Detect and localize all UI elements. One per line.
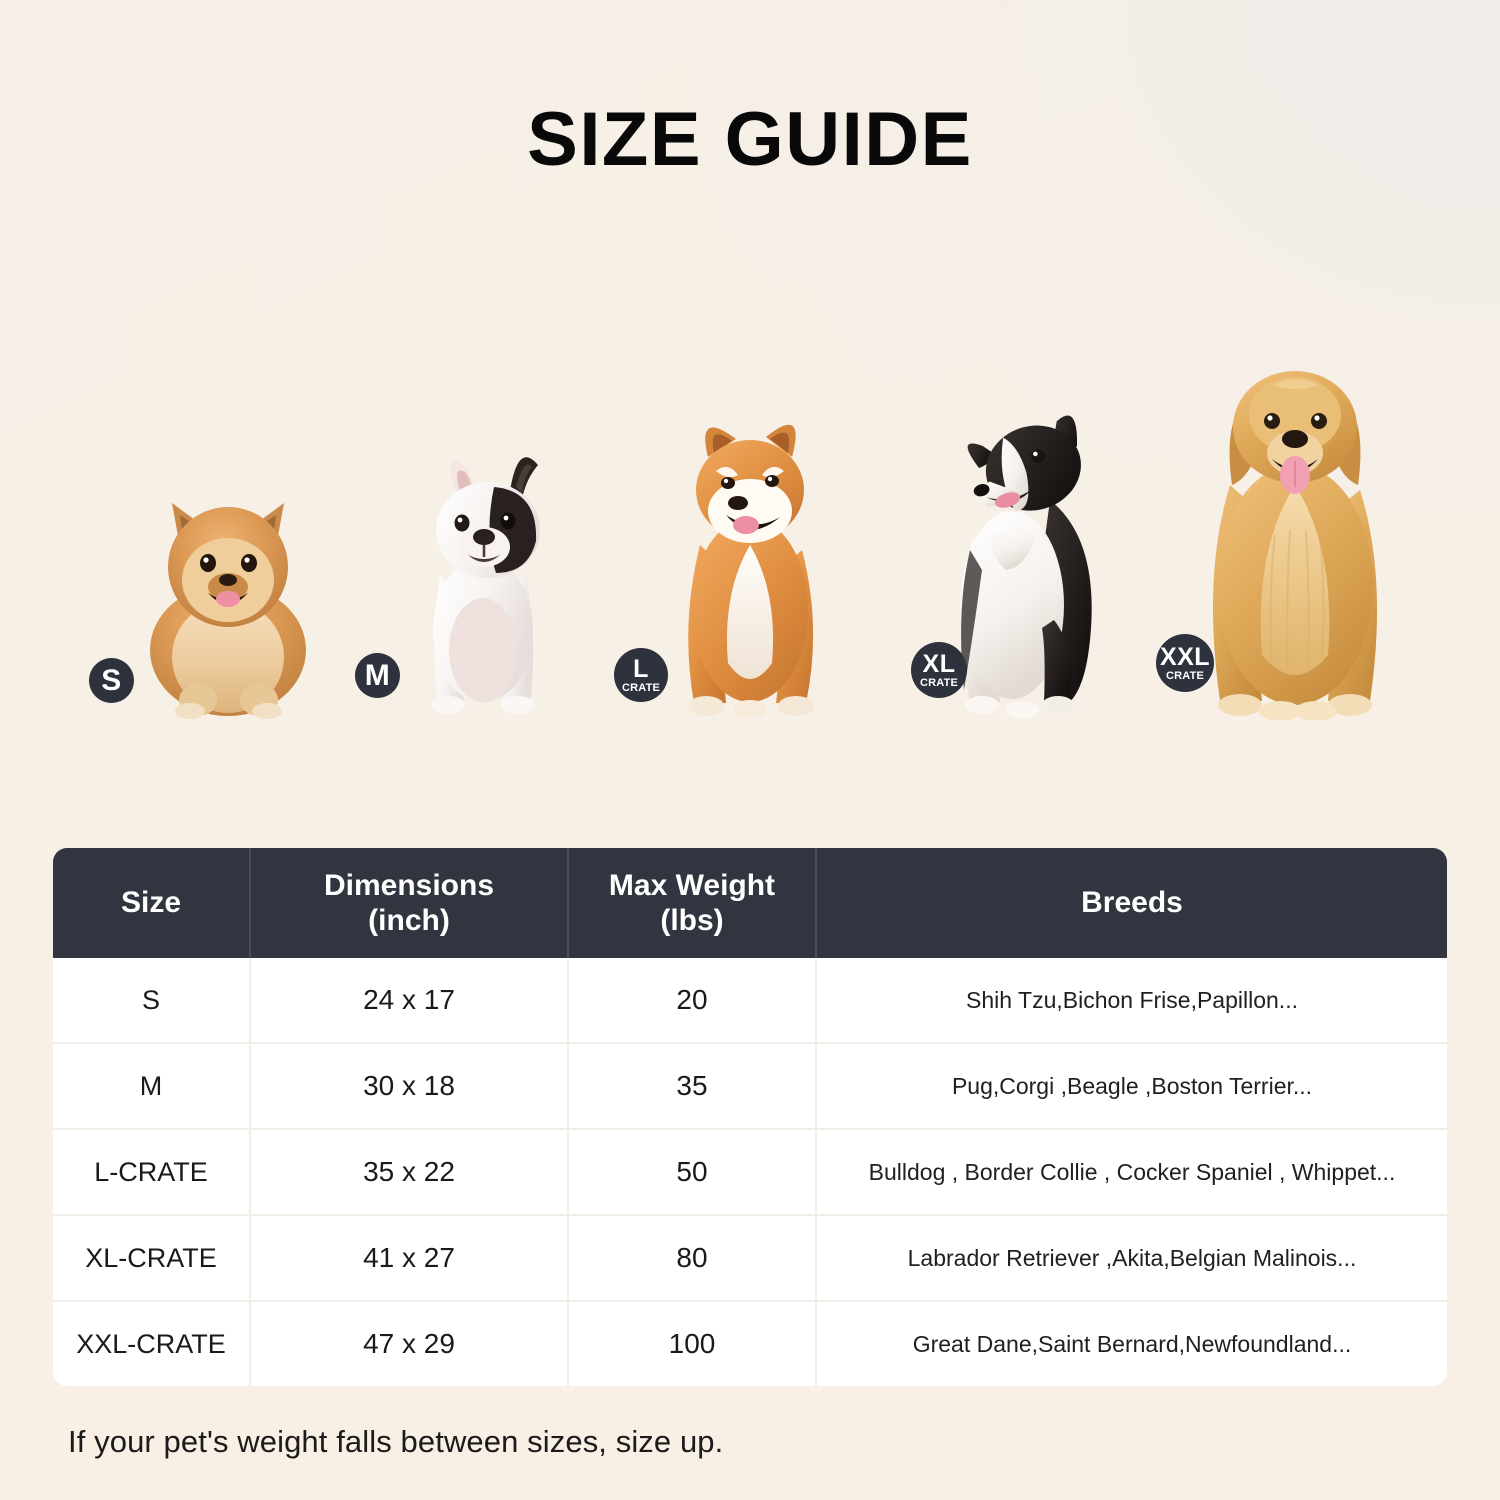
size-table-body: S 24 x 17 20 Shih Tzu,Bichon Frise,Papil… <box>53 958 1447 1386</box>
size-badge-m-label: M <box>364 658 391 692</box>
pomeranian-illustration <box>150 503 306 719</box>
cell-size: S <box>53 958 251 1044</box>
table-row: M 30 x 18 35 Pug,Corgi ,Beagle ,Boston T… <box>53 1044 1447 1130</box>
cell-dimensions: 30 x 18 <box>251 1044 569 1130</box>
cell-breeds: Shih Tzu,Bichon Frise,Papillon... <box>817 958 1447 1044</box>
cell-dimensions: 35 x 22 <box>251 1130 569 1216</box>
column-header-dimensions: Dimensions (inch) <box>251 848 569 958</box>
dog-slot-xxl: XXL CRATE <box>1156 335 1410 720</box>
cell-dimensions: 47 x 29 <box>251 1302 569 1386</box>
cell-max-weight: 80 <box>569 1216 817 1302</box>
size-badge-xxl-sublabel: CRATE <box>1165 669 1205 682</box>
size-badge-l: L CRATE <box>614 648 668 702</box>
sizing-footnote: If your pet's weight falls between sizes… <box>68 1424 724 1459</box>
table-row: XXL-CRATE 47 x 29 100 Great Dane,Saint B… <box>53 1302 1447 1386</box>
cell-max-weight: 50 <box>569 1130 817 1216</box>
cell-max-weight: 35 <box>569 1044 817 1130</box>
cell-max-weight: 20 <box>569 958 817 1044</box>
column-header-max-weight-line2: (lbs) <box>660 904 724 937</box>
size-badge-xxl: XXL CRATE <box>1156 634 1214 692</box>
table-row: L-CRATE 35 x 22 50 Bulldog , Border Coll… <box>53 1130 1447 1216</box>
size-table: Size Dimensions (inch) Max Weight (lbs) … <box>53 848 1447 1386</box>
size-badge-xl-sublabel: CRATE <box>919 676 959 689</box>
cell-breeds: Pug,Corgi ,Beagle ,Boston Terrier... <box>817 1044 1447 1130</box>
cell-size: L-CRATE <box>53 1130 251 1216</box>
cell-breeds: Labrador Retriever ,Akita,Belgian Malino… <box>817 1216 1447 1302</box>
cell-breeds: Bulldog , Border Collie , Cocker Spaniel… <box>817 1130 1447 1216</box>
table-row: XL-CRATE 41 x 27 80 Labrador Retriever ,… <box>53 1216 1447 1302</box>
french-bulldog-illustration <box>431 457 540 714</box>
table-header-row: Size Dimensions (inch) Max Weight (lbs) … <box>53 848 1447 958</box>
size-badge-xxl-label: XXL <box>1159 642 1211 671</box>
size-badge-m: M <box>355 653 400 698</box>
cell-size: M <box>53 1044 251 1130</box>
column-header-dimensions-line2: (inch) <box>368 904 450 937</box>
column-header-dimensions-line1: Dimensions <box>323 868 495 902</box>
cell-dimensions: 24 x 17 <box>251 958 569 1044</box>
golden-retriever-illustration <box>1212 371 1378 720</box>
page-title: SIZE GUIDE <box>527 97 973 182</box>
dog-size-illustration-row: S <box>0 300 1500 720</box>
cell-breeds: Great Dane,Saint Bernard,Newfoundland... <box>817 1302 1447 1386</box>
size-badge-l-sublabel: CRATE <box>621 681 661 694</box>
table-row: S 24 x 17 20 Shih Tzu,Bichon Frise,Papil… <box>53 958 1447 1044</box>
dog-slot-l: L CRATE <box>614 395 855 720</box>
size-table-container: Size Dimensions (inch) Max Weight (lbs) … <box>53 848 1447 1386</box>
column-header-size: Size <box>53 848 251 958</box>
cell-dimensions: 41 x 27 <box>251 1216 569 1302</box>
dog-slot-s: S <box>89 475 333 720</box>
cell-size: XL-CRATE <box>53 1216 251 1302</box>
dog-slot-xl: XL CRATE <box>911 390 1115 720</box>
size-badge-xl-label: XL <box>922 649 956 678</box>
column-header-size-line1: Size <box>120 886 182 920</box>
column-header-breeds-line1: Breeds <box>1081 886 1183 920</box>
size-badge-l-label: L <box>633 654 649 683</box>
cell-max-weight: 100 <box>569 1302 817 1386</box>
cell-size: XXL-CRATE <box>53 1302 251 1386</box>
border-collie-illustration <box>960 415 1092 719</box>
dog-slot-m: M <box>355 435 568 720</box>
size-badge-s: S <box>89 658 134 703</box>
size-badge-xl: XL CRATE <box>911 642 967 698</box>
size-badge-s-label: S <box>101 663 122 697</box>
column-header-max-weight: Max Weight (lbs) <box>569 848 817 958</box>
shiba-inu-illustration <box>688 424 814 718</box>
column-header-breeds: Breeds <box>817 848 1447 958</box>
size-table-header: Size Dimensions (inch) Max Weight (lbs) … <box>53 848 1447 958</box>
column-header-max-weight-line1: Max Weight <box>608 868 776 902</box>
